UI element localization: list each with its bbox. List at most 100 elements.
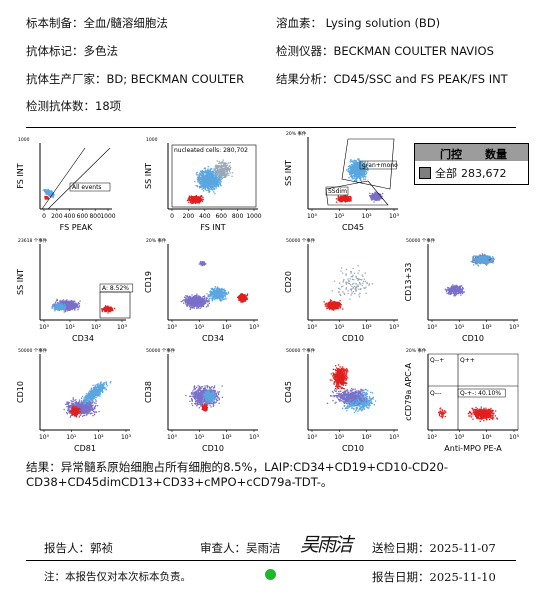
result-text: 结果：异常髓系原始细胞占所有细胞的8.5%，LAIP:CD34+CD19+CD1… [26,460,449,489]
x-tick-label: 10² [222,434,233,441]
x-tick-label: 10² [362,213,373,220]
x-tick-label: 10² [222,324,233,331]
x-tick-label: 10¹ [334,434,345,441]
cloud-purple [369,191,384,203]
cloud-blue [194,166,224,195]
x-tick-label: 10⁴ [482,434,493,441]
x-tick-label: 10² [94,434,105,441]
plot-p9: 50000 个事件 10⁰ 10¹ 10² 10³ CD10 CD38 [142,344,272,454]
x-tick-label: 10¹ [66,434,77,441]
y-top-label: 20% 事件 [286,130,307,137]
x-tick-label: 10² [482,324,493,331]
x-tick-label: 10² [362,324,373,331]
y-axis-label: FS INT [16,163,25,188]
gray-swatch-icon [419,167,431,179]
x-tick-label: 10¹ [334,324,345,331]
y-top-label: 1000 [146,137,158,143]
quad-ul-label: Q--+ [430,357,444,364]
y-axis-label: CD19 [144,271,153,293]
x-tick-label: 600 [77,213,89,220]
x-axis-label: CD81 [74,444,96,453]
gate-label: nucleated cells: 280,702 [174,147,248,154]
x-tick-label: 0 [170,213,174,220]
x-tick-label: 400 [199,213,211,220]
cloud-red [329,364,349,390]
reviewer-signature: 吴雨洁 [300,534,353,556]
cloud-red [237,293,249,303]
report-date: 报告日期：2025-11-10 [372,570,496,584]
x-tick-label: 10⁰ [39,324,50,331]
x-tick-label: 10² [91,324,102,331]
cloud-red [186,195,204,204]
x-tick-label: 10¹ [454,324,465,331]
y-top-label: 20% 事件 [146,237,167,244]
cloud-red-left [438,407,447,419]
x-tick-label: 10³ [121,434,132,441]
cloud-blue [42,188,55,199]
analysis-method: 结果分析：CD45/SSC and FS PEAK/FS INT [276,72,508,86]
cloud-purple [444,284,465,297]
x-tick-label: 10³ [509,324,520,331]
plot-p8: 50000 个事件 10⁰ 10¹ 10² 10³ CD81 CD10 [14,344,144,454]
y-axis-label: cCD79a APC-A [404,363,413,421]
x-tick-label: 10³ [249,324,260,331]
gate-table-header: 门控 数量 [415,144,528,161]
gate-row-value: 283,672 [461,166,507,180]
lysing-solution: 溶血素： Lysing solution (BD) [276,16,441,30]
y-top-label: 20% 事件 [406,347,427,354]
x-tick-label: 10⁰ [307,434,318,441]
x-tick-label: 10² [362,434,373,441]
y-top-label: 1000 [18,137,30,143]
x-tick-label: 10³ [389,434,400,441]
x-tick-label: 10³ [454,434,465,441]
plot-p6: 50000 个事件 10⁰ 10¹ 10² 10³ CD10 CD20 [282,234,412,344]
x-tick-label: 10¹ [194,324,205,331]
y-top-label: 50000 个事件 [146,347,176,354]
x-axis-label: FS PEAK [60,223,93,232]
x-axis-label: CD10 [462,334,484,343]
gate-label: A: 8.52% [102,285,129,292]
x-tick-label: 10⁰ [307,213,318,220]
plot-p3: 20% 事件 10⁰ 10¹ 10² 10³ CD45 SS INT gran+mono SSd… [282,127,412,233]
y-axis-label: SS INT [284,160,293,186]
x-axis-label: CD34 [202,334,224,343]
cloud-purple [180,293,210,311]
y-top-label: 50000 个事件 [286,347,316,354]
x-tick-label: 200 [183,213,195,220]
x-tick-label: 10³ [389,213,400,220]
y-top-label: 50000 个事件 [406,237,436,244]
gate-label: All events [72,184,102,191]
x-tick-label: 400 [64,213,76,220]
cloud-blue [202,389,216,404]
cloud-blue [470,253,495,267]
status-dot-icon [265,569,276,580]
x-axis-label: Anti-MPO PE-A [444,444,502,453]
y-axis-label: CD38 [144,381,153,403]
antibody-marker: 抗体标记：多色法 [26,44,118,58]
plot-p7: 50000 个事件 10⁰ 10¹ 10² 10³ CD10 CD13+33 [402,234,532,344]
y-top-label: 50000 个事件 [18,347,48,354]
count-col-label: 数量 [485,148,507,161]
y-top-label: 50000 个事件 [286,237,316,244]
quad-lr-label: Q-+-: 40.10% [460,390,501,397]
x-tick-label: 10¹ [194,434,205,441]
x-tick-label: 800 [89,213,101,220]
x-tick-label: 10⁰ [307,324,318,331]
x-tick-label: 10³ [249,434,260,441]
x-axis-label: CD10 [342,444,364,453]
cloud-red [101,305,116,314]
gate-row-label: 全部 [435,167,457,180]
antibody-vendor: 抗体生产厂家：BD; BECKMAN COULTER [26,72,245,86]
cloud-red [44,195,49,200]
cloud-blue [78,381,112,406]
cloud-purple [63,397,100,418]
reporter: 报告人：郭祯 [44,541,113,555]
y-top-label: 23618 个事件 [18,237,48,244]
gate2-label: SSdim [328,188,347,195]
x-axis-label: FS INT [200,223,225,232]
instrument: 检测仪器：BECKMAN COULTER NAVIOS [276,44,494,58]
y-axis-label: SS INT [144,163,153,189]
cloud-blue [51,302,66,312]
x-tick-label: 10³ [389,324,400,331]
x-axis-label: CD45 [342,223,364,232]
